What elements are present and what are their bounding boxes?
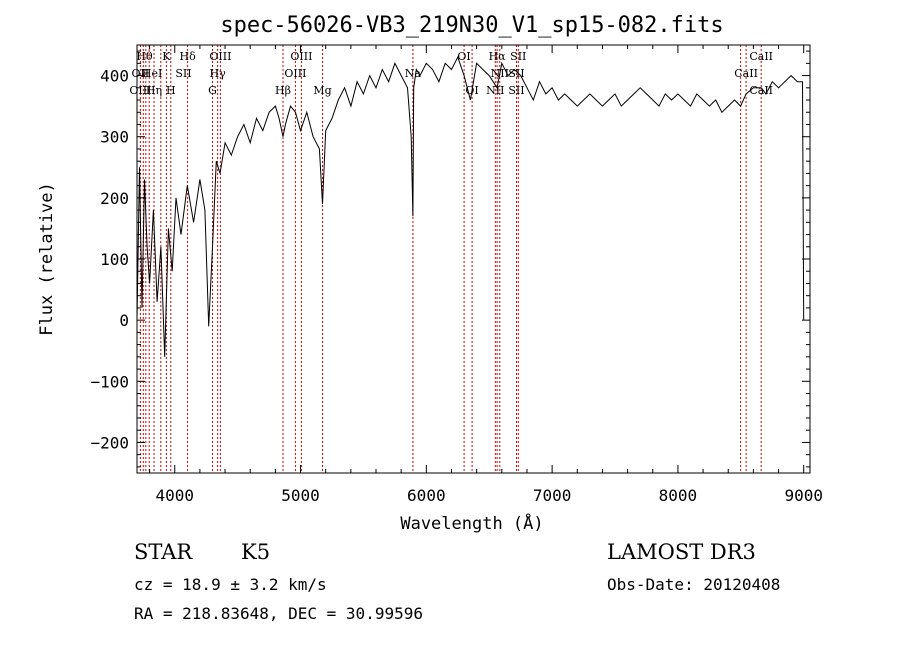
y-tick-label: 0: [119, 311, 129, 330]
x-tick-label: 7000: [533, 486, 572, 505]
y-tick-label: 400: [100, 67, 129, 86]
y-axis-title: Flux (relative): [37, 182, 57, 336]
line-label: OII: [132, 67, 150, 80]
x-tick-label: 5000: [281, 486, 320, 505]
line-label: Hθ: [136, 50, 153, 63]
line-label: OIII: [129, 84, 151, 97]
line-label: CaII: [749, 50, 773, 63]
y-tick-label: −200: [90, 433, 129, 452]
x-tick-label: 4000: [155, 486, 194, 505]
line-label: Hγ: [210, 67, 227, 80]
spectral-line-markers: [139, 45, 762, 473]
line-label: OIII: [284, 67, 306, 80]
object-class: STAR: [134, 540, 193, 564]
object-subclass: K5: [241, 540, 270, 564]
y-tick-label: 100: [100, 250, 129, 269]
line-label: CaII: [734, 67, 758, 80]
line-label: NII: [486, 84, 504, 97]
line-label: H: [166, 84, 176, 97]
redshift-velocity: cz = 18.9 ± 3.2 km/s: [134, 575, 327, 594]
line-label: Hβ: [275, 84, 291, 97]
x-tick-label: 8000: [659, 486, 698, 505]
y-tick-label: 200: [100, 189, 129, 208]
chart-title: spec-56026-VB3_219N30_V1_sp15-082.fits: [220, 13, 723, 38]
observation-date: Obs-Date: 20120408: [607, 575, 780, 594]
line-label: SII: [508, 84, 524, 97]
plot-frame: [136, 44, 811, 474]
x-axis-title: Wavelength (Å): [400, 512, 543, 534]
line-label: K: [162, 50, 171, 63]
line-label: Hδ: [179, 50, 196, 63]
coordinates: RA = 218.83648, DEC = 30.99596: [134, 604, 423, 623]
spectrum-line: [136, 55, 805, 357]
line-label: OIII: [209, 50, 231, 63]
line-label: Mg: [313, 84, 331, 97]
survey-name: LAMOST DR3: [607, 540, 756, 564]
line-label: OIII: [290, 50, 312, 63]
y-axis-ticks: −200 −100 0 100 200 300 400: [90, 50, 810, 468]
line-label: SII: [510, 50, 526, 63]
y-tick-label: −100: [90, 372, 129, 391]
x-tick-label: 6000: [407, 486, 446, 505]
line-label: Hη: [146, 84, 162, 97]
line-label: G: [208, 84, 217, 97]
y-tick-label: 300: [100, 128, 129, 147]
line-label: CaII: [749, 84, 773, 97]
x-tick-label: 9000: [784, 486, 823, 505]
line-label: SII: [175, 67, 191, 80]
line-label: OI: [457, 50, 470, 63]
line-label: HeI: [142, 67, 162, 80]
x-axis-ticks: 4000 5000 6000 7000 8000 9000: [149, 45, 823, 505]
line-label: SII: [508, 67, 524, 80]
line-label: Hα: [489, 50, 507, 63]
